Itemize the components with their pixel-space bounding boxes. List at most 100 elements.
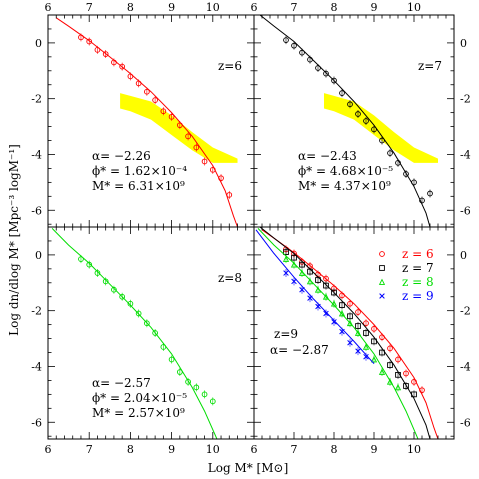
data-point [419,197,425,204]
x-tick-label: 9 [168,443,175,456]
x-tick-label: 8 [331,443,338,456]
data-point [185,133,191,140]
data-point [193,144,200,151]
data-point [160,344,167,350]
data-point [323,282,329,289]
data-point [363,353,369,360]
panel-top-left: 6 7 8 9 10 0 -2 -4 -6 z=6 α= −2.26ϕ* = 1.62×10⁻⁴M*… [31,1,255,228]
fit-curve [261,229,439,439]
data-point [111,59,117,66]
x-axis-label: Log M* [M⊙] [208,461,289,475]
data-point [315,65,321,71]
data-point [226,192,233,198]
data-point [403,383,409,389]
observed-band [120,93,238,163]
data-point [355,348,361,354]
data-point [331,289,337,296]
data-point [379,349,385,356]
y-tick-label: -4 [460,148,471,161]
x-tick-label: 9 [168,1,175,14]
observed-band [324,93,438,163]
data-point [168,356,175,363]
x-tick-label: 7 [86,1,93,14]
y-tick-label: -4 [31,360,42,373]
data-point [379,334,385,341]
data-point [193,384,200,391]
x-tick-label: 7 [291,1,298,14]
data-point [395,356,401,363]
legend-marker [379,251,385,257]
fit-parameter: M* = 6.31×10⁹ [92,179,185,193]
plot-area [255,227,439,439]
data-point [314,286,322,293]
y-tick-label: -6 [460,416,471,429]
plot-area [55,17,238,227]
x-tick-label: 8 [127,443,134,456]
data-point [355,309,361,315]
y-tick-label: 0 [460,249,467,262]
data-point [209,398,216,405]
data-point [282,255,290,262]
fit-curve [255,229,375,365]
legend-label: z = 6 [402,247,434,261]
panel-bottom-left: 6 7 8 9 10 0 -2 -4 -6 z=8 α= −2.57ϕ* = 2.04×10⁻⁵M*… [31,226,255,456]
y-tick-label: -2 [31,93,42,106]
data-point [102,51,109,57]
y-tick-label: -2 [460,93,471,106]
data-point [339,302,345,308]
data-point [168,113,175,120]
panel-top-right: 6 7 8 9 10 0 -2 -4 -6 z=7 α= −2.43ϕ* = 4.68×10⁻⁵M*… [251,1,471,228]
data-point [135,80,142,87]
data-point [363,320,369,327]
fit-parameter: ϕ* = 2.04×10⁻⁵ [92,391,187,405]
data-point [209,166,216,173]
x-tick-label: 7 [291,443,298,456]
data-point [394,383,402,391]
data-point [86,38,93,45]
data-point [315,277,321,283]
data-point [201,391,208,398]
data-point [283,249,289,255]
fit-parameter: α= −2.26 [92,149,151,163]
y-tick-label: -2 [460,305,471,318]
data-point [299,287,305,293]
legend-marker [379,265,385,271]
data-point [306,277,314,285]
y-tick-label: -4 [31,148,42,161]
data-point [307,56,313,63]
data-point [299,261,305,268]
data-point [94,270,101,276]
y-tick-label: -6 [31,204,42,217]
fit-curve [55,17,238,227]
x-tick-label: 6 [251,1,258,14]
legend-label: z = 9 [402,289,434,303]
fit-parameter: M* = 2.57×10⁹ [92,406,185,420]
data-point [427,190,433,197]
data-point [185,378,191,385]
data-point [363,330,369,336]
data-point [176,369,183,375]
data-point [307,295,313,301]
data-point [119,293,126,300]
y-tick-label: 0 [35,37,42,50]
data-point [371,338,377,345]
data-point [355,323,361,329]
data-point [411,378,417,385]
data-point [403,370,409,377]
data-point [291,278,297,285]
data-point [331,77,337,84]
data-point [94,47,101,53]
legend-marker [378,278,386,285]
data-point [419,387,425,394]
data-point [362,343,370,350]
data-point [371,126,377,133]
y-tick-label: 0 [460,37,467,50]
y-tick-label: 0 [35,249,42,262]
data-point [323,275,329,282]
data-point [387,150,393,156]
data-point [283,270,289,276]
data-point [160,108,167,115]
fit-parameter: ϕ* = 4.68×10⁻⁵ [298,164,393,178]
data-point [78,34,84,41]
plot-area [259,15,438,227]
